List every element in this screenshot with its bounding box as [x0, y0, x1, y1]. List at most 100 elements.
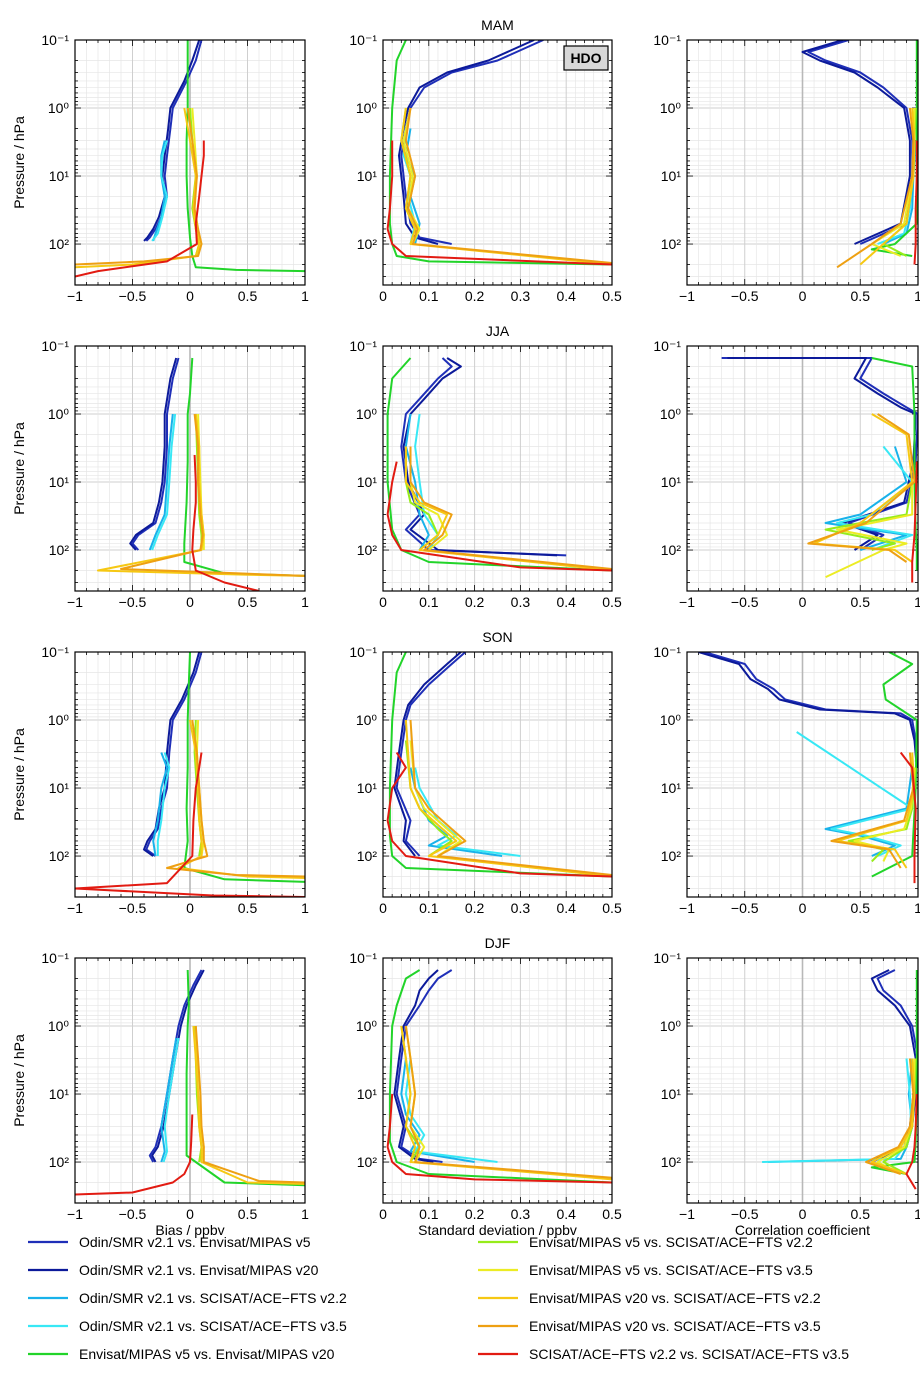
legend: Odin/SMR v2.1 vs. Envisat/MIPAS v5 Odin/S…	[28, 1234, 849, 1362]
y-tick-label: 10⁻¹	[653, 950, 681, 966]
y-tick-label: 10¹	[661, 1086, 682, 1102]
x-tick-label: 0.4	[556, 900, 576, 916]
series-line-2	[160, 1037, 178, 1163]
x-tick-label: 0.2	[465, 900, 485, 916]
y-tick-label: 10¹	[661, 168, 682, 184]
x-tick-label: −1	[67, 1206, 83, 1222]
y-tick-label: 10⁰	[660, 1018, 682, 1034]
plot-frame	[686, 39, 919, 286]
y-tick-label: 10²	[357, 848, 378, 864]
series-line-2	[152, 140, 166, 242]
x-tick-label: 0.3	[511, 288, 531, 304]
series-group	[75, 652, 305, 897]
y-axis-label: Pressure / hPa	[11, 116, 27, 209]
series-line-4	[185, 969, 305, 1187]
x-tick-label: 0	[379, 594, 387, 610]
y-tick-label: 10⁻¹	[41, 644, 69, 660]
plot-frame	[382, 957, 613, 1204]
series-line-4	[183, 652, 305, 883]
series-line-8	[409, 446, 612, 570]
series-line-3	[404, 1058, 498, 1163]
series-line-5	[824, 481, 914, 551]
y-tick-label: 10¹	[661, 474, 682, 490]
series-line-9	[386, 751, 612, 878]
y-tick-label: 10⁻¹	[41, 32, 69, 48]
series-line-4	[388, 652, 612, 878]
x-tick-label: −0.5	[119, 594, 147, 610]
x-tick-label: 0.2	[465, 288, 485, 304]
x-tick-label: 0	[186, 1206, 194, 1222]
legend-item: Envisat/MIPAS v5 vs. SCISAT/ACE−FTS v3.5	[478, 1262, 813, 1278]
series-group	[698, 652, 918, 884]
y-tick-label: 10⁻¹	[653, 644, 681, 660]
x-tick-label: −0.5	[731, 1206, 759, 1222]
legend-label: Envisat/MIPAS v5 vs. Envisat/MIPAS v20	[79, 1346, 335, 1362]
y-tick-label: 10¹	[49, 474, 70, 490]
series-group	[386, 652, 612, 878]
x-tick-label: −0.5	[119, 288, 147, 304]
plot-frame	[686, 345, 919, 592]
series-group	[386, 357, 612, 572]
x-tick-label: 0.5	[851, 1206, 871, 1222]
panel-djf-bias: −1 −0.5 0 0.5 1 10⁻¹ 10⁰ 10¹ 10² Pressure / hPa Bi…	[11, 950, 309, 1238]
panel-mam-stddev: 0 0.1 0.2 0.3 0.4 0.5 10⁻¹ 10⁰ 10¹ 10² MAM HDO	[349, 17, 622, 304]
series-line-3	[151, 413, 177, 551]
x-tick-label: −0.5	[119, 1206, 147, 1222]
x-tick-label: 0.2	[465, 1206, 485, 1222]
series-line-8	[404, 107, 612, 264]
x-tick-label: 0	[799, 1206, 807, 1222]
series-line-8	[194, 1025, 305, 1184]
series-group	[75, 40, 305, 278]
series-line-9	[913, 140, 918, 265]
x-tick-label: 0	[186, 900, 194, 916]
x-tick-label: 1	[301, 594, 309, 610]
y-tick-label: 10²	[661, 848, 682, 864]
plot-area	[383, 40, 612, 285]
y-tick-label: 10¹	[49, 1086, 70, 1102]
series-group	[386, 969, 612, 1184]
legend-item: SCISAT/ACE−FTS v2.2 vs. SCISAT/ACE−FTS v…	[478, 1346, 849, 1362]
y-tick-label: 10⁻¹	[653, 338, 681, 354]
legend-item: Envisat/MIPAS v5 vs. Envisat/MIPAS v20	[28, 1346, 335, 1362]
y-tick-label: 10¹	[357, 780, 378, 796]
y-tick-label: 10⁰	[356, 100, 378, 116]
series-line-3	[156, 752, 171, 856]
y-tick-label: 10⁰	[660, 712, 682, 728]
x-tick-label: 0	[379, 900, 387, 916]
series-line-3	[162, 1037, 180, 1163]
plot-frame	[686, 957, 919, 1204]
series-line-0	[704, 652, 918, 768]
series-line-9	[899, 751, 917, 884]
x-tick-label: −0.5	[119, 900, 147, 916]
plot-frame	[74, 957, 306, 1204]
legend-item: Odin/SMR v2.1 vs. SCISAT/ACE−FTS v2.2	[28, 1290, 347, 1306]
series-line-3	[151, 140, 168, 242]
series-line-4	[388, 969, 612, 1184]
series-line-8	[75, 107, 203, 266]
season-title: JJA	[486, 323, 510, 339]
series-line-8	[865, 1058, 915, 1175]
plot-frame	[686, 651, 919, 898]
series-line-8	[166, 719, 305, 878]
series-line-7	[192, 1025, 305, 1185]
series-group	[721, 357, 918, 583]
x-axis-label: Correlation coefficient	[735, 1222, 870, 1238]
series-group	[386, 40, 612, 266]
series-line-7	[870, 1058, 916, 1175]
x-tick-label: 0	[186, 594, 194, 610]
series-line-9	[905, 1093, 918, 1190]
y-tick-label: 10²	[357, 542, 378, 558]
x-axis-label: Bias / ppbv	[155, 1222, 224, 1238]
legend-label: Odin/SMR v2.1 vs. SCISAT/ACE−FTS v2.2	[79, 1290, 347, 1306]
species-label: HDO	[570, 50, 601, 66]
y-tick-label: 10⁰	[356, 712, 378, 728]
series-line-1	[393, 652, 462, 857]
series-line-0	[131, 357, 180, 551]
y-tick-label: 10⁻¹	[349, 338, 377, 354]
series-line-9	[386, 1093, 612, 1184]
series-line-9	[911, 461, 918, 583]
x-tick-label: 0	[379, 1206, 387, 1222]
series-line-9	[75, 1114, 194, 1196]
series-line-1	[393, 969, 439, 1163]
